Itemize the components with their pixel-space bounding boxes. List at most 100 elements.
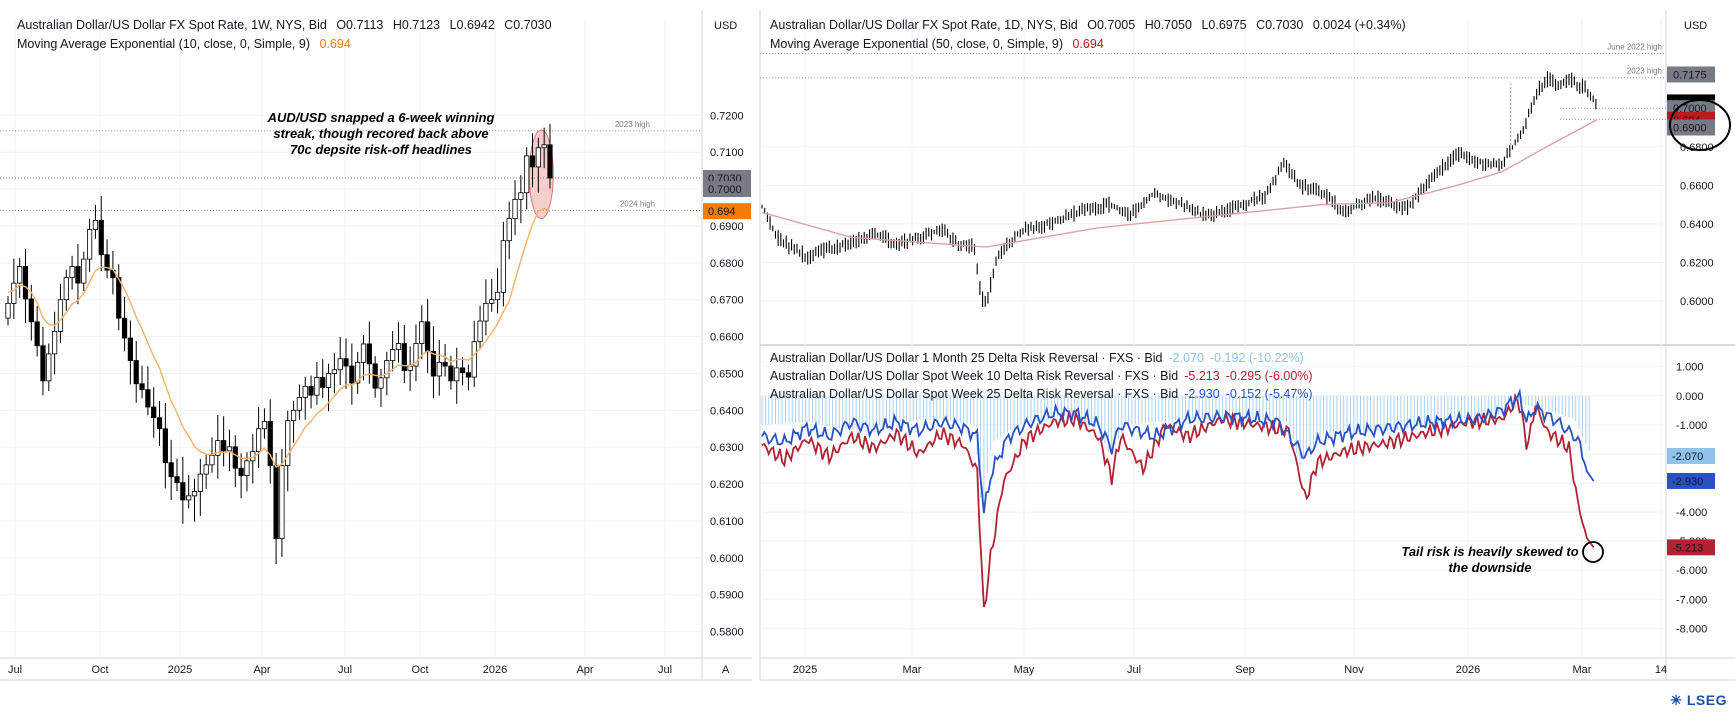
weekly-candle <box>104 239 110 279</box>
weekly-ytick-14: 0.5800 <box>710 627 744 639</box>
weekly-candle <box>69 255 75 290</box>
daily-price-tag: 0.7175 <box>1667 66 1715 83</box>
brand-text: LSEG <box>1686 692 1727 708</box>
daily-xtick-8: 14 <box>1655 664 1667 676</box>
weekly-candle <box>139 365 145 399</box>
weekly-candle <box>81 251 87 292</box>
weekly-candle <box>535 137 541 193</box>
rr-ytick-8: -7.000 <box>1676 594 1707 606</box>
weekly-candle <box>489 278 495 312</box>
weekly-annotation-line: 70c depsite risk-off headlines <box>290 142 472 157</box>
weekly-candle <box>221 416 227 467</box>
weekly-candle <box>22 248 29 324</box>
weekly-ytick-7: 0.6500 <box>710 368 744 380</box>
highlight-circle-ema <box>1669 99 1731 151</box>
weekly-candle <box>34 306 40 357</box>
weekly-candle <box>355 351 361 394</box>
weekly-title: Australian Dollar/US Dollar FX Spot Rate… <box>17 18 552 32</box>
weekly-candle <box>232 435 238 488</box>
daily-xtick-2: May <box>1014 664 1035 676</box>
weekly-candle <box>477 305 483 350</box>
weekly-ytick-12: 0.6000 <box>710 553 744 565</box>
daily-price-series <box>761 71 1597 307</box>
weekly-candle <box>337 337 343 385</box>
weekly-candle <box>92 204 99 239</box>
daily-ma-legend: Moving Average Exponential (50, close, 0… <box>770 37 1104 51</box>
svg-text:-5.213: -5.213 <box>1672 542 1703 554</box>
weekly-xtick-1: Oct <box>91 664 108 676</box>
weekly-ytick-11: 0.6100 <box>710 516 744 528</box>
weekly-panel: 2023 high 2024 high 0.7200 0.7100 0.7000 0.6… <box>0 10 752 681</box>
daily-ema-line <box>761 119 1598 248</box>
rr-10delta-line <box>761 392 1595 608</box>
weekly-candle <box>168 439 174 501</box>
weekly-candle <box>360 335 367 381</box>
svg-text:0.7000: 0.7000 <box>708 184 742 196</box>
rr-y-axis: 1.0000.000-1.000-2.000-3.000-4.000-5.000… <box>1676 362 1707 636</box>
rr-ytick-0: 1.000 <box>1676 362 1704 374</box>
weekly-candle <box>314 361 320 405</box>
weekly-candle <box>75 243 81 305</box>
weekly-reference-lines: 2023 high 2024 high <box>0 120 702 211</box>
svg-text:0.7175: 0.7175 <box>1673 69 1707 81</box>
weekly-candle <box>98 195 104 272</box>
weekly-candle <box>11 258 17 320</box>
rr-legend: Australian Dollar/US Dollar 1 Month 25 D… <box>770 351 1313 401</box>
rr-legend-1: Australian Dollar/US Dollar Spot Week 10… <box>770 369 1313 383</box>
weekly-candle <box>17 258 23 298</box>
daily-xtick-7: Mar <box>1573 664 1592 676</box>
weekly-price-tag: 0.7000 <box>703 181 751 198</box>
highlight-circle-rr <box>1582 541 1604 563</box>
weekly-candle <box>494 268 501 314</box>
weekly-xtick-6: 2026 <box>483 664 507 676</box>
auto-scale-button[interactable]: A <box>722 664 730 676</box>
weekly-annotation-line: streak, though recored back above <box>273 126 488 141</box>
rr-legend-2: Australian Dollar/US Dollar Spot Week 25… <box>770 387 1313 401</box>
weekly-candle <box>366 321 372 384</box>
weekly-candle <box>180 457 186 524</box>
weekly-candle <box>197 459 203 516</box>
weekly-candle <box>378 368 384 407</box>
weekly-ref-label-0: 2023 high <box>615 120 650 129</box>
daily-title: Australian Dollar/US Dollar FX Spot Rate… <box>770 18 1406 32</box>
weekly-candle <box>296 384 302 420</box>
weekly-ref-label-1: 2024 high <box>620 199 655 208</box>
weekly-candle <box>191 478 198 522</box>
weekly-xtick-5: Oct <box>411 664 428 676</box>
weekly-candle <box>401 324 407 384</box>
daily-ref-label-0: June 2022 high <box>1607 43 1662 52</box>
weekly-candle <box>174 458 180 492</box>
weekly-candles <box>5 123 553 565</box>
weekly-candle <box>459 357 466 386</box>
daily-price-tag: 0.6900 <box>1667 119 1715 136</box>
rr-legend-0: Australian Dollar/US Dollar 1 Month 25 D… <box>770 351 1304 365</box>
svg-text:-2.930: -2.930 <box>1672 476 1703 488</box>
weekly-annotation-line: AUD/USD snapped a 6-week winning <box>267 110 495 125</box>
weekly-ema-line <box>7 207 551 469</box>
weekly-ytick-9: 0.6300 <box>710 442 744 454</box>
weekly-candle <box>57 283 64 343</box>
weekly-xtick-7: Apr <box>576 664 593 676</box>
daily-xtick-6: 2026 <box>1456 664 1480 676</box>
weekly-ytick-10: 0.6200 <box>710 479 744 491</box>
weekly-candle <box>121 296 128 352</box>
daily-xtick-4: Sep <box>1235 664 1255 676</box>
weekly-candle <box>285 410 291 492</box>
weekly-candle <box>86 218 93 272</box>
weekly-candle <box>512 180 518 236</box>
rr-25delta-line <box>761 387 1595 514</box>
weekly-ytick-3: 0.6900 <box>710 221 744 233</box>
weekly-candle <box>186 475 192 509</box>
daily-ref-label-1: 2023 high <box>1627 67 1662 76</box>
weekly-candle <box>442 344 448 377</box>
weekly-candle <box>465 364 472 391</box>
brand-logo: ✳ LSEG <box>1670 692 1727 709</box>
weekly-candle <box>226 429 233 472</box>
rr-ytick-1: 0.000 <box>1676 391 1704 403</box>
logo-icon: ✳ <box>1670 692 1687 708</box>
weekly-candle <box>116 264 122 331</box>
weekly-ma-legend: Moving Average Exponential (10, close, 0… <box>17 37 351 51</box>
